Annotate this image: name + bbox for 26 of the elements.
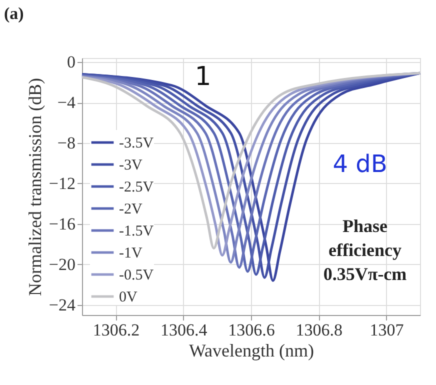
y-tick-label: −12 — [48, 174, 76, 193]
y-tick-label: −20 — [48, 254, 76, 274]
legend-label: -1V — [119, 246, 142, 262]
y-axis-title: Normalized transmission (dB) — [24, 78, 45, 296]
y-tick-label: −16 — [48, 214, 76, 234]
annotation: 4 dB — [332, 150, 388, 178]
y-tick-label: −8 — [57, 133, 76, 152]
legend-label: -3V — [119, 158, 142, 174]
x-axis-title: Wavelength (nm) — [188, 340, 314, 360]
x-tick-label: 1306.2 — [92, 320, 140, 340]
legend-label: -1.5V — [119, 224, 154, 240]
legend-label: -0.5V — [119, 268, 154, 284]
x-tick-label: 1307 — [370, 320, 404, 340]
x-tick-label: 1306.4 — [160, 320, 208, 340]
chart-title: (a) — [4, 4, 24, 23]
y-tick-label: −4 — [57, 93, 76, 112]
y-tick-label: −24 — [48, 295, 76, 314]
legend-label: -2V — [119, 202, 142, 218]
annotation: 1 — [194, 62, 212, 92]
legend-label: -2.5V — [119, 180, 154, 196]
legend-label: -3.5V — [119, 136, 154, 152]
legend-label: 0V — [119, 290, 138, 306]
x-tick-label: 1306.8 — [296, 320, 342, 340]
y-tick-label: 0 — [67, 52, 76, 72]
annotation: Phase efficiency 0.35Vπ-cm — [323, 216, 407, 284]
x-tick-label: 1306.6 — [228, 320, 275, 340]
